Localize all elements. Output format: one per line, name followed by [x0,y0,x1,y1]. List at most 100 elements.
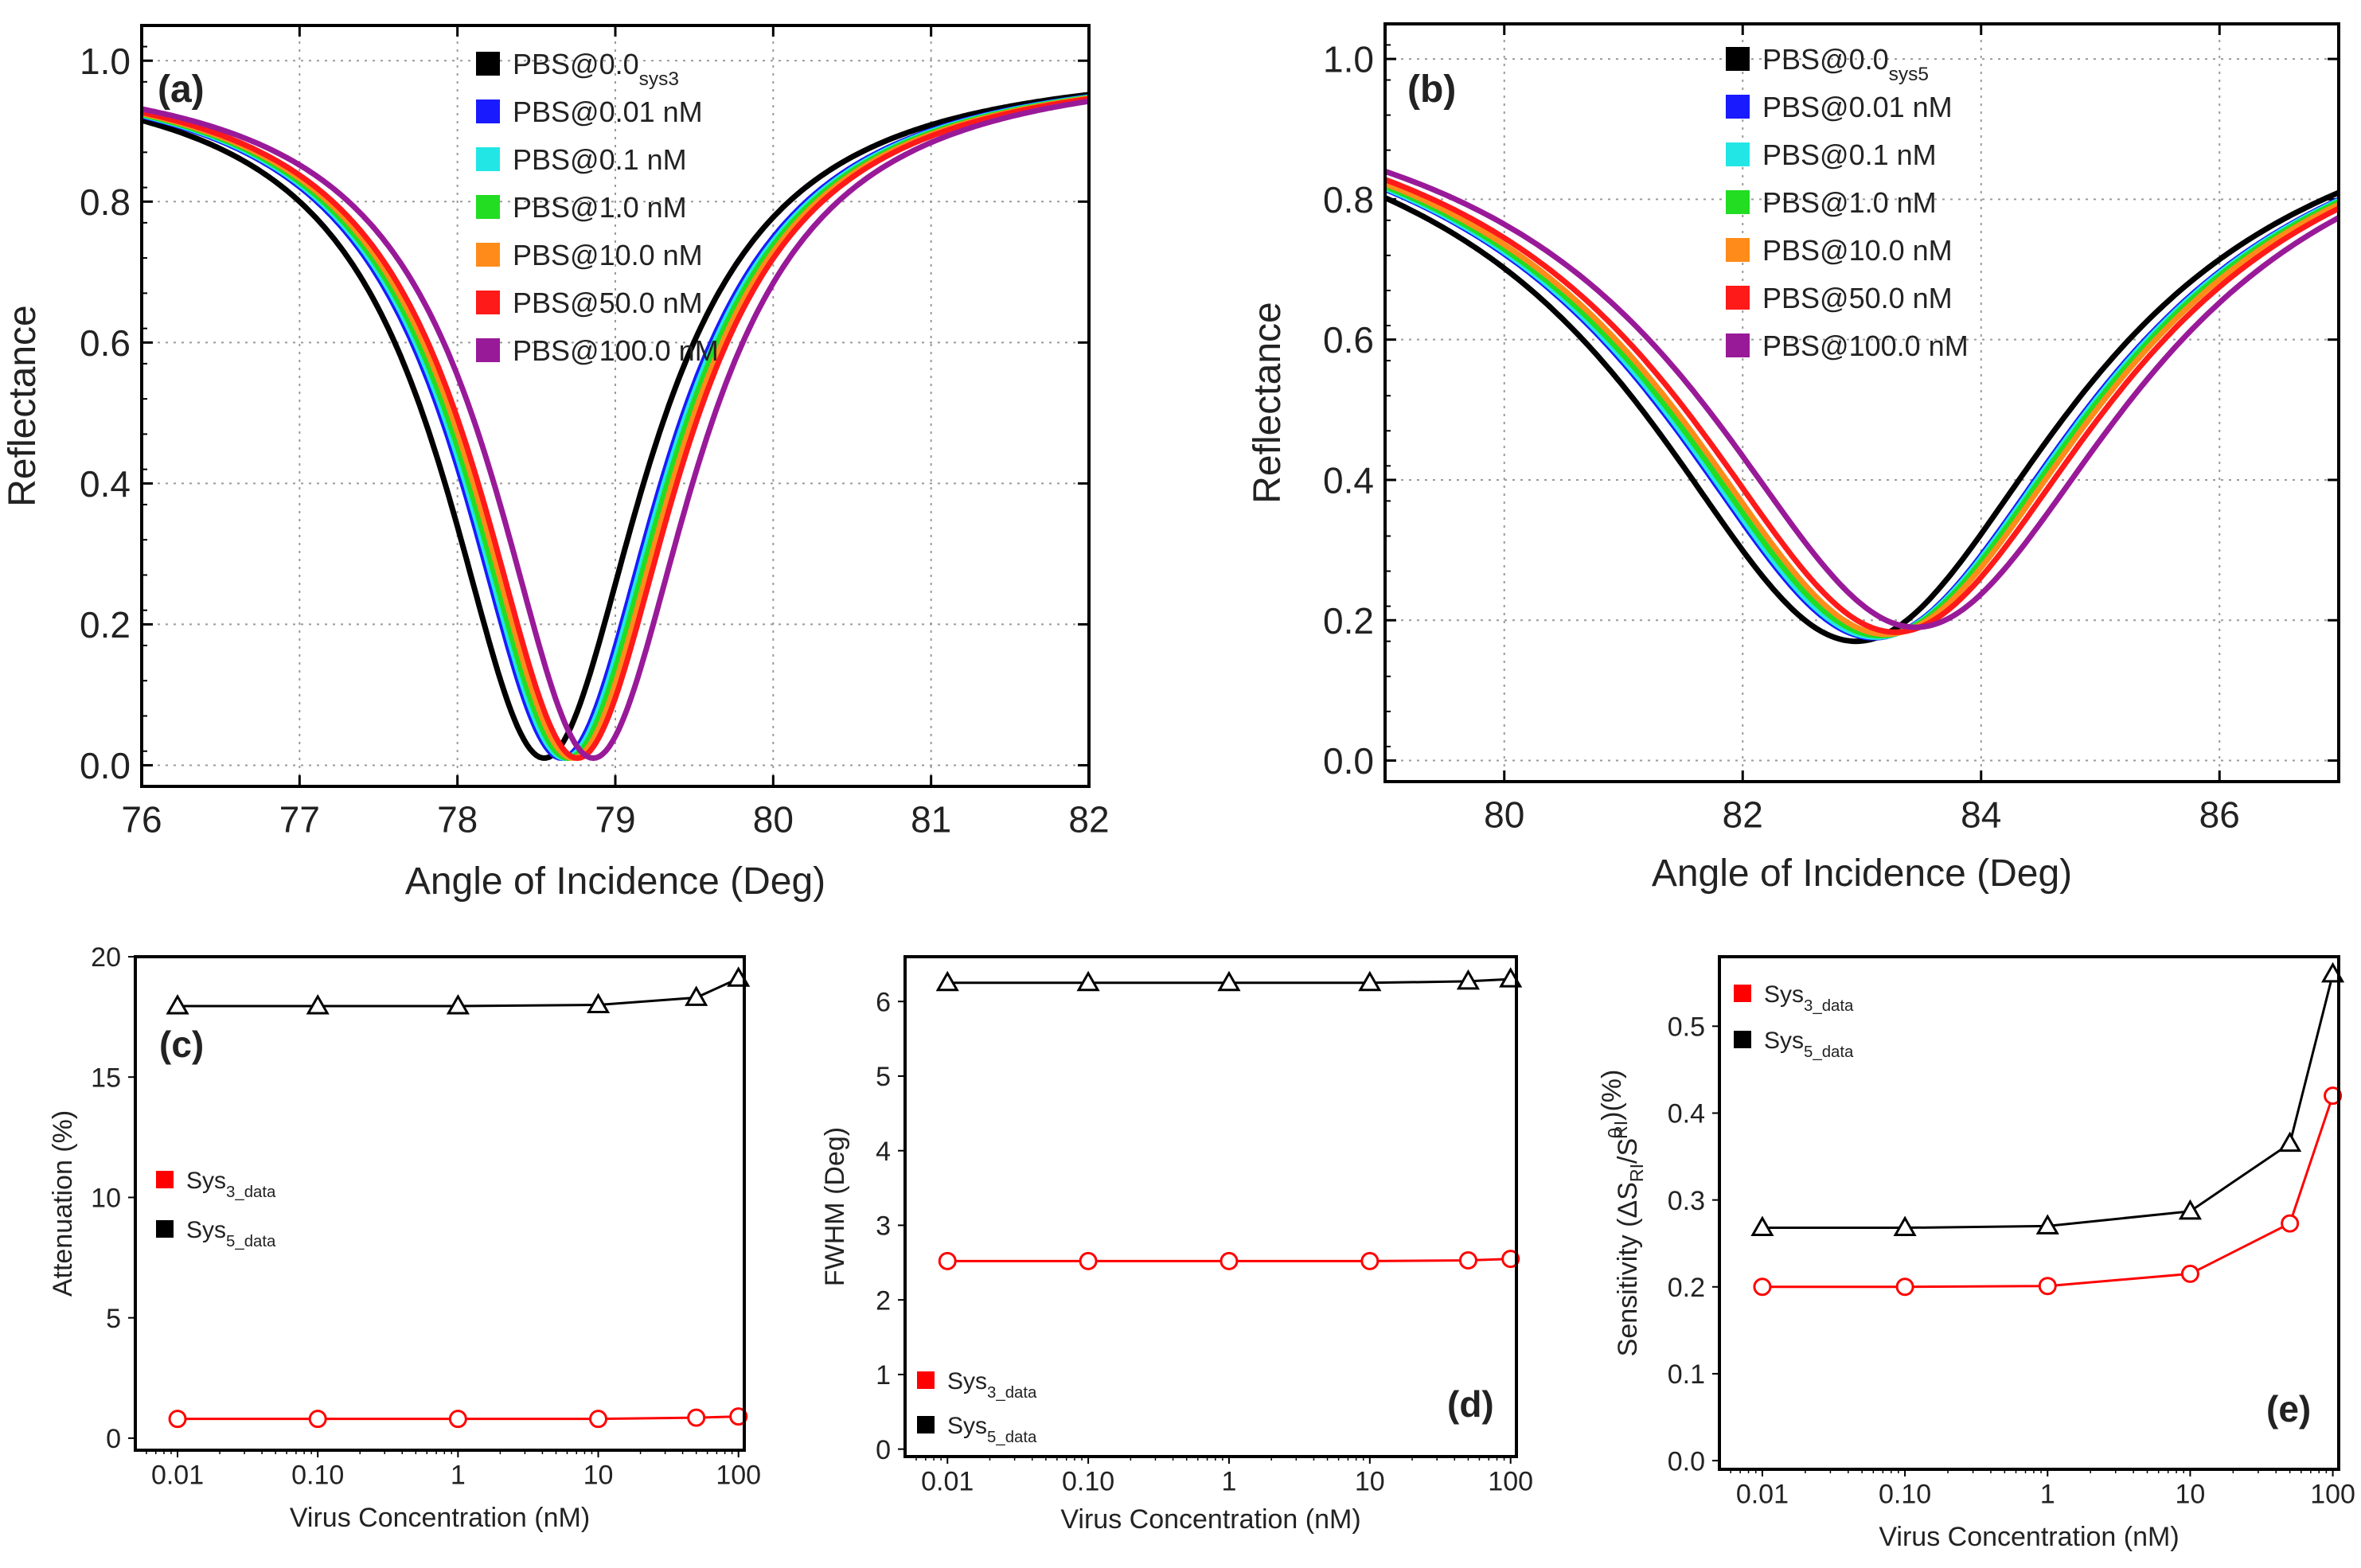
data-point-triangle [2035,1214,2059,1235]
data-point-triangle [2178,1199,2203,1220]
legend-entry: PBS@10.0 nM [1762,234,1953,267]
panel-label: (b) [1407,68,1456,111]
legend-entry: Sys5_data [1764,1028,1854,1061]
x-tick-label: 84 [1961,794,2001,836]
x-tick-label: 86 [2199,794,2240,836]
y-tick-label: 1.0 [1323,39,1374,80]
legend-entry: Sys5_data [186,1217,276,1250]
series-line [178,977,740,1008]
data-point-triangle [1750,1215,1774,1237]
plot-frame [140,24,1091,788]
series-line [142,98,1089,762]
series-line [1385,168,2339,630]
chart-e: 0.01 0.10 1 10 100 0.0 0.1 0.2 0.3 0.4 0.5 Virus Co… [1597,955,2355,1552]
legend-swatch [1726,95,1750,119]
x-tick-label: 0.01 [151,1461,204,1491]
plot-frame [1718,955,2340,1471]
legend-entry: PBS@0.0sys5 [1762,43,1929,85]
legend-swatch [476,338,500,362]
plot-frame [1383,22,2340,783]
y-axis-label: Attenuation (%) [48,1110,78,1297]
x-tick-label: 1 [2040,1480,2055,1510]
panel-label: (e) [2266,1388,2311,1430]
x-tick-label: 82 [1068,799,1109,841]
x-tick-label: 0.10 [1062,1467,1114,1497]
x-tick-label: 10 [583,1461,614,1491]
y-tick-label: 0.0 [80,745,131,786]
data-point-circle [308,1410,327,1429]
y-tick-label: 0.0 [1668,1446,1705,1476]
y-axis-label: FWHM (Deg) [820,1127,850,1286]
data-point-triangle [446,993,470,1015]
legend-swatch [476,195,500,219]
y-tick-label: 0.4 [1668,1099,1705,1129]
x-tick-label: 0.01 [921,1467,974,1497]
data-point-circle [1501,1250,1520,1269]
y-tick-label: 2 [876,1285,891,1316]
legend-swatch [156,1171,174,1188]
legend-entry: PBS@1.0 nM [513,191,687,224]
panel-label: (c) [159,1024,204,1065]
x-tick-label: 100 [716,1461,761,1491]
y-axis-label: Reflectance [2,305,44,506]
x-tick-label: 100 [2310,1480,2355,1510]
series-line [1385,181,2339,638]
data-point-triangle [586,993,611,1013]
legend-entry: Sys3_data [186,1168,276,1201]
plot-area [1762,973,2335,1289]
data-point-triangle [1893,1215,1917,1237]
data-point-circle [1079,1251,1098,1270]
legend-swatch [476,99,500,123]
y-tick-label: 20 [91,942,121,973]
y-tick-label: 0.1 [1668,1359,1705,1390]
series-line [1385,177,2339,635]
y-tick-label: 0.2 [80,604,131,646]
data-point-triangle [1076,970,1100,992]
legend-swatch [917,1371,935,1389]
x-tick-label: 10 [2176,1480,2206,1510]
data-point-triangle [2278,1131,2302,1153]
legend-entry: PBS@0.1 nM [1762,138,1937,171]
y-tick-label: 0.6 [80,322,131,364]
x-axis-label: Virus Concentration (nM) [290,1503,590,1533]
data-point-triangle [1456,969,1481,990]
data-point-triangle [1358,970,1382,992]
y-tick-label: 5 [106,1304,121,1334]
series-line [1762,1095,2335,1289]
x-tick-label: 0.10 [1879,1480,1931,1510]
panel-label: (a) [158,68,205,111]
plot-frame [903,955,1518,1458]
x-tick-label: 79 [595,799,635,841]
series-line [1385,189,2339,645]
legend-swatch [917,1416,935,1433]
chart-d: 0.01 0.10 1 10 100 0 1 2 3 4 5 6 Virus Concentration… [820,955,1533,1535]
y-tick-label: 0.4 [80,463,131,505]
y-tick-label: 0.0 [1323,740,1374,782]
y-tick-label: 5 [876,1062,891,1092]
y-tick-label: 0.3 [1668,1186,1705,1216]
x-axis-label: Virus Concentration (nM) [1879,1522,2179,1552]
legend-entry: PBS@100.0 nM [513,334,719,367]
legend: Sys3_data Sys5_data [156,1168,276,1250]
plot-area [1385,168,2339,645]
y-tick-label: 0.8 [80,181,131,223]
data-point-circle [1220,1251,1239,1270]
x-axis-label: Angle of Incidence (Deg) [1652,852,2072,895]
legend-swatch [1734,1031,1751,1048]
y-tick-label: 0 [876,1435,891,1465]
y-tick-label: 0.5 [1668,1012,1705,1043]
legend-swatch [1726,238,1750,262]
legend-swatch [1726,333,1750,357]
x-tick-label: 0.01 [1736,1480,1789,1510]
data-point-triangle [1217,970,1241,992]
chart-c: 0.01 0.10 1 10 100 0 5 10 15 20 Virus Concentratio… [48,942,761,1533]
legend: PBS@0.0sys3 PBS@0.01 nM PBS@0.1 nM PBS@1.0 … [476,48,719,367]
x-tick-label: 1 [1221,1467,1236,1497]
data-point-triangle [935,970,959,992]
y-tick-label: 3 [876,1211,891,1242]
data-point-triangle [166,993,189,1015]
legend-swatch [156,1220,174,1238]
data-point-circle [448,1410,467,1429]
data-point-circle [1753,1277,1772,1297]
y-tick-label: 1.0 [80,41,131,82]
